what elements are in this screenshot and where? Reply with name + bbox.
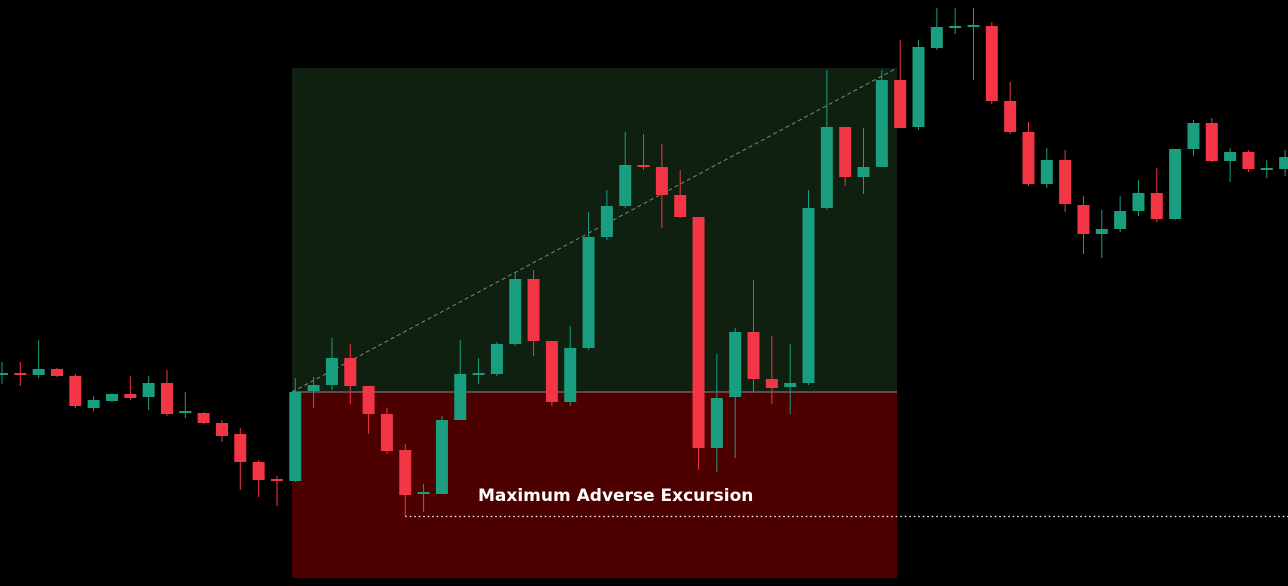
candle-body (912, 47, 925, 127)
candle-body (784, 383, 797, 387)
candle-body (949, 26, 962, 28)
candle-body (710, 398, 723, 448)
candle-body (50, 369, 63, 376)
candle-body (234, 434, 247, 462)
candle-body (1224, 152, 1237, 161)
candle-body (87, 400, 100, 408)
candle-body (160, 383, 173, 414)
candles (0, 8, 1288, 516)
candle-body (215, 423, 228, 436)
candle-body (69, 376, 82, 406)
candle-body (747, 332, 760, 379)
candle-body (1279, 157, 1288, 169)
candle-body (545, 341, 558, 402)
candle-body (417, 492, 430, 494)
candle-body (600, 206, 613, 237)
candle-body (875, 80, 888, 167)
candle-body (454, 374, 467, 420)
annotation: Maximum Adverse Excursion (478, 486, 753, 506)
candle-body (1077, 205, 1090, 234)
candle-body (655, 167, 668, 195)
candle-body (472, 373, 485, 375)
candle-body (1132, 193, 1145, 211)
candle-body (729, 332, 742, 397)
candle-body (124, 394, 137, 398)
candle-body (894, 80, 907, 128)
candle-body (1095, 229, 1108, 234)
candle-body (1114, 211, 1127, 229)
candle-body (1059, 160, 1072, 204)
candle-body (820, 127, 833, 208)
candle-body (930, 27, 943, 48)
candle-body (1040, 160, 1053, 184)
candle-body (179, 411, 192, 413)
candle-body (674, 195, 687, 217)
candle-body (765, 379, 778, 388)
candle-body (270, 479, 283, 481)
candle-body (1150, 193, 1163, 219)
candle-body (857, 167, 870, 177)
trade-path (291, 67, 898, 393)
candle-body (802, 208, 815, 383)
candle-body (1022, 132, 1035, 184)
candle-body (619, 165, 632, 206)
candle-body (14, 373, 27, 375)
candle-body (967, 25, 980, 27)
candle-body (32, 369, 45, 375)
candle-body (582, 237, 595, 348)
candle-body (1205, 123, 1218, 161)
candle-body (1242, 152, 1255, 169)
candle-body (0, 373, 8, 375)
candle-body (839, 127, 852, 177)
candle-body (564, 348, 577, 402)
candle-body (985, 26, 998, 101)
candle-body (1260, 168, 1273, 170)
candle-body (527, 279, 540, 341)
candle-body (380, 414, 393, 451)
candle-body (307, 385, 320, 391)
candle-body (1187, 123, 1200, 149)
candle-body (105, 394, 118, 401)
candle-body (692, 217, 705, 448)
candle-body (362, 386, 375, 414)
candle-body (142, 383, 155, 397)
candle-body (637, 165, 650, 167)
candle-body (325, 358, 338, 385)
candle-body (197, 413, 210, 423)
candle-body (1004, 101, 1017, 132)
candle-body (289, 392, 302, 481)
candle-body (435, 420, 448, 494)
candle-body (252, 462, 265, 480)
candle-body (509, 279, 522, 344)
candle-body (1169, 149, 1182, 219)
candle-body (490, 344, 503, 374)
candle-body (399, 450, 412, 495)
candle-body (344, 358, 357, 386)
